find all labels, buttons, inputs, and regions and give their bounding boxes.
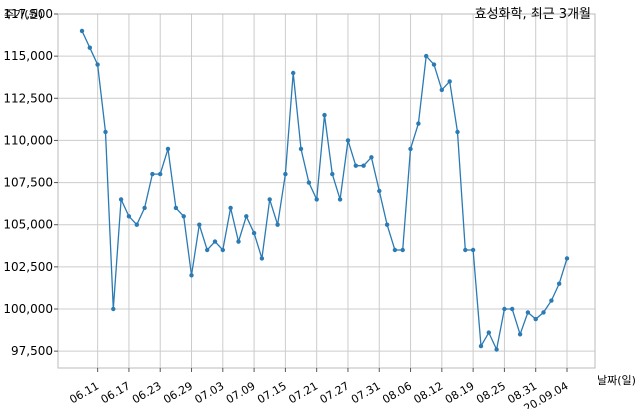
y-tick-label: 110,000 bbox=[3, 133, 53, 147]
data-point bbox=[564, 256, 570, 261]
x-tick-label: 07.27 bbox=[318, 379, 352, 406]
data-point bbox=[400, 247, 405, 253]
data-point bbox=[220, 247, 225, 253]
data-point bbox=[228, 205, 233, 211]
data-point bbox=[244, 214, 249, 219]
data-point bbox=[447, 79, 452, 84]
data-point bbox=[408, 146, 413, 152]
data-point bbox=[197, 222, 202, 227]
data-point bbox=[557, 281, 562, 286]
y-tick-label: 112,500 bbox=[3, 91, 53, 105]
data-point bbox=[322, 112, 327, 118]
data-point bbox=[118, 197, 124, 202]
data-point bbox=[541, 310, 546, 315]
data-point bbox=[533, 316, 538, 322]
price-points bbox=[79, 28, 570, 352]
x-axis-label: 날짜(일) bbox=[597, 373, 636, 387]
data-point bbox=[455, 129, 460, 135]
data-point bbox=[384, 222, 390, 227]
x-tick-label: 06.17 bbox=[99, 379, 133, 406]
x-tick-label: 07.09 bbox=[224, 379, 258, 406]
x-tick-label: 08.12 bbox=[412, 379, 446, 406]
data-point bbox=[314, 197, 319, 202]
data-point bbox=[486, 330, 491, 335]
data-point bbox=[377, 188, 382, 194]
data-point bbox=[205, 247, 210, 253]
data-point bbox=[478, 343, 484, 349]
y-tick-label: 105,000 bbox=[3, 218, 53, 232]
price-line bbox=[81, 30, 568, 352]
data-point bbox=[165, 146, 171, 152]
chart-title: 효성화학, 최근 3개월 bbox=[475, 7, 591, 22]
data-point bbox=[126, 214, 132, 219]
y-tick-label: 97,500 bbox=[11, 344, 53, 358]
data-point bbox=[283, 171, 288, 177]
x-tick-label: 08.06 bbox=[380, 379, 414, 406]
data-point bbox=[424, 53, 429, 59]
x-tick-label: 07.21 bbox=[286, 379, 320, 406]
data-point bbox=[392, 247, 398, 253]
data-point bbox=[181, 214, 186, 219]
y-tick-label: 107,500 bbox=[3, 176, 53, 190]
data-point bbox=[416, 121, 421, 126]
data-point bbox=[517, 332, 523, 337]
data-point bbox=[150, 171, 155, 177]
data-point bbox=[212, 239, 218, 244]
data-point bbox=[251, 230, 257, 236]
data-point bbox=[369, 155, 374, 160]
data-point bbox=[142, 205, 147, 211]
data-point bbox=[502, 306, 507, 312]
data-point bbox=[306, 180, 312, 185]
data-point bbox=[79, 28, 85, 34]
x-tick-label: 08.25 bbox=[474, 379, 508, 406]
data-point bbox=[291, 70, 296, 76]
data-point bbox=[525, 310, 531, 315]
x-tick-label: 07.31 bbox=[349, 379, 383, 406]
y-axis-ticks: 97,500 100,000 102,500 105,000 107,500 110,00… bbox=[3, 7, 58, 358]
data-point bbox=[337, 197, 343, 202]
data-point bbox=[236, 239, 241, 244]
data-point bbox=[353, 163, 358, 168]
data-point bbox=[158, 171, 163, 177]
data-point bbox=[173, 205, 179, 211]
data-point bbox=[361, 163, 366, 168]
y-tick-label: 100,000 bbox=[3, 302, 53, 316]
data-point bbox=[431, 62, 437, 67]
data-point bbox=[439, 87, 444, 93]
data-point bbox=[189, 273, 194, 278]
data-point bbox=[470, 247, 476, 253]
data-point bbox=[345, 138, 351, 143]
data-point bbox=[259, 256, 265, 261]
x-tick-label: 07.15 bbox=[255, 379, 289, 406]
x-tick-label: 06.29 bbox=[161, 379, 195, 406]
x-tick-label: 07.03 bbox=[193, 379, 227, 406]
data-point bbox=[275, 222, 280, 227]
data-point bbox=[87, 45, 93, 50]
y-tick-label: 117,500 bbox=[3, 7, 53, 21]
data-point bbox=[494, 347, 499, 352]
y-tick-label: 115,000 bbox=[3, 49, 53, 63]
data-point bbox=[463, 247, 468, 253]
data-point bbox=[298, 146, 304, 152]
y-axis-label: 주가(원) bbox=[4, 8, 43, 21]
plot-area-frame bbox=[57, 13, 596, 369]
data-point bbox=[330, 171, 335, 177]
data-point bbox=[134, 222, 139, 227]
data-point bbox=[549, 298, 554, 303]
x-tick-label: 08.19 bbox=[443, 379, 477, 406]
y-tick-label: 102,500 bbox=[3, 260, 53, 274]
x-axis-ticks: 06.1106.1706.2306.2907.0307.0907.1507.21… bbox=[67, 368, 571, 409]
data-point bbox=[95, 62, 100, 67]
data-point bbox=[267, 197, 272, 202]
data-point bbox=[510, 306, 515, 312]
data-point bbox=[111, 306, 116, 312]
x-tick-label: 06.23 bbox=[130, 379, 164, 406]
data-point bbox=[103, 129, 108, 135]
x-tick-label: 06.11 bbox=[67, 379, 101, 406]
